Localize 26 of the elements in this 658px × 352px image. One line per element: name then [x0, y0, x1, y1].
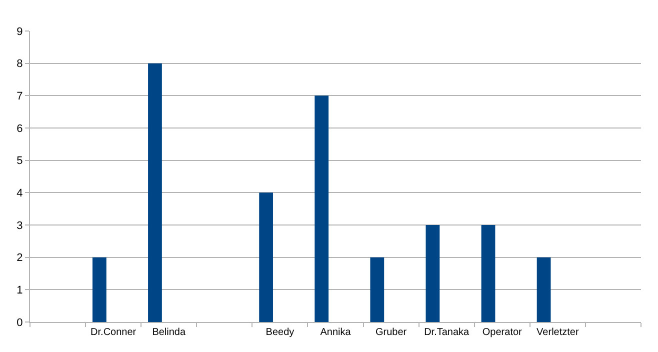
y-tick-label: 5: [16, 155, 23, 168]
bar: [370, 257, 384, 322]
bar: [426, 225, 440, 322]
y-tick-label: 1: [16, 284, 23, 297]
x-tick-label: Verletzter: [536, 327, 580, 338]
x-tick-label: Dr.Conner: [90, 327, 137, 338]
bar: [148, 63, 162, 322]
y-tick-label: 9: [16, 26, 23, 38]
x-tick-label: Annika: [320, 327, 352, 338]
y-tick-label: 0: [16, 316, 23, 329]
bar: [314, 96, 329, 322]
x-tick-label: Operator: [482, 327, 523, 338]
y-tick-label: 7: [16, 90, 23, 103]
y-tick-label: 6: [16, 122, 23, 135]
x-tick-label: Gruber: [375, 327, 408, 338]
x-tick-label: Dr.Tanaka: [424, 327, 470, 338]
bar: [259, 192, 274, 322]
y-tick-label: 3: [16, 220, 23, 232]
bar: [92, 257, 106, 322]
x-tick-label: Beedy: [266, 327, 294, 338]
y-tick-label: 2: [16, 252, 23, 264]
y-tick-label: 4: [16, 188, 23, 200]
x-tick-label: Belinda: [152, 327, 186, 338]
bar: [536, 257, 551, 322]
y-tick-label: 8: [16, 58, 23, 70]
bar: [481, 225, 496, 322]
